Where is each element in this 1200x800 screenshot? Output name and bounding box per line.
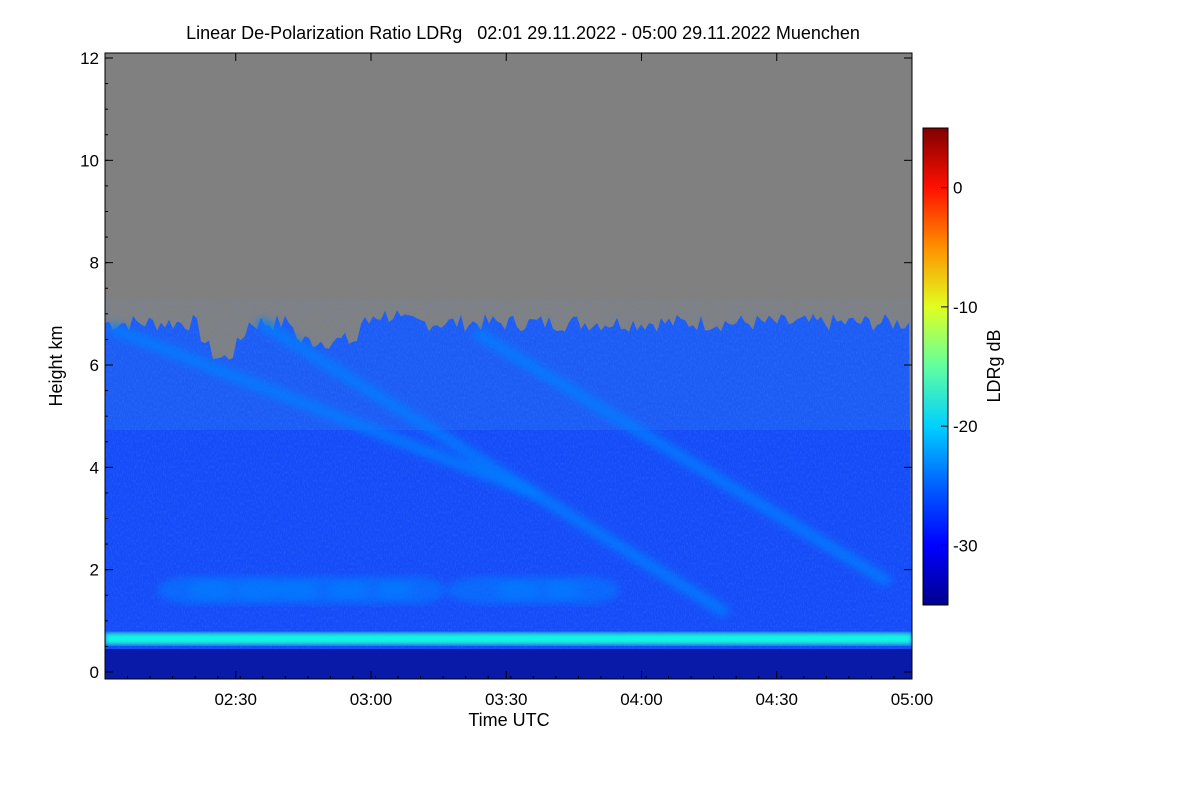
x-tick-label: 02:30 xyxy=(214,690,257,709)
plot-area xyxy=(105,53,912,679)
x-axis: 02:30 03:00 03:30 04:00 04:30 05:00 xyxy=(104,53,934,709)
y-tick-label: 4 xyxy=(90,458,99,477)
colorbar xyxy=(922,127,949,606)
colorbar-tick-label: -20 xyxy=(953,417,978,436)
plot-frame xyxy=(104,52,913,680)
aerosol-puff xyxy=(377,576,446,605)
y-tick-label: 2 xyxy=(90,561,99,580)
colorbar-tick-label: -30 xyxy=(953,536,978,555)
y-axis: 0 2 4 6 8 10 12 xyxy=(80,49,912,682)
chart-title: Linear De-Polarization Ratio LDRg 02:01 … xyxy=(186,23,860,43)
y-tick-label: 8 xyxy=(90,254,99,273)
y-tick-label: 6 xyxy=(90,356,99,375)
x-tick-label: 04:00 xyxy=(620,690,663,709)
x-tick-label: 03:00 xyxy=(350,690,393,709)
fall-streak-2 xyxy=(256,318,729,617)
y-tick-label: 12 xyxy=(80,49,99,68)
colorbar-tick-label: 0 xyxy=(953,179,962,198)
x-tick-label: 05:00 xyxy=(891,690,934,709)
aerosol-layer xyxy=(157,576,620,605)
x-tick-label: 03:30 xyxy=(485,690,528,709)
fall-streaks xyxy=(108,318,891,617)
y-tick-label: 10 xyxy=(80,151,99,170)
colorbar-axis: 0 -10 -20 -30 xyxy=(941,179,978,555)
fall-streak-3 xyxy=(473,328,891,586)
fall-streak-1 xyxy=(108,323,540,499)
band-peak xyxy=(105,636,912,641)
boundary-layer-band xyxy=(105,632,912,645)
near-ground-layer xyxy=(105,648,912,679)
aerosol-puff xyxy=(544,576,620,605)
y-axis-label: Height km xyxy=(46,325,66,406)
y-tick-label: 0 xyxy=(90,663,99,682)
colorbar-label: LDRg dB xyxy=(984,329,1004,402)
x-tick-label: 04:30 xyxy=(755,690,798,709)
colorbar-tick-label: -10 xyxy=(953,298,978,317)
x-axis-label: Time UTC xyxy=(468,710,549,730)
